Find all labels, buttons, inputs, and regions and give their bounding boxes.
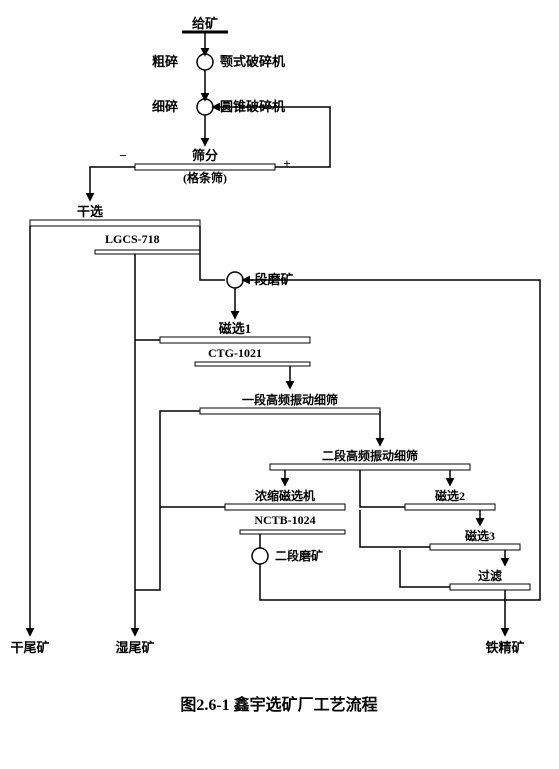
dry-tailings-label: 干尾矿 (10, 640, 49, 655)
screen-sub-label: (格条筛) (183, 170, 227, 185)
screen-label: 筛分 (192, 148, 218, 163)
process-flowchart: 给矿 粗碎 颚式破碎机 细碎 圆锥破碎机 筛分 (格条筛) − + 干选 LGC… (0, 0, 559, 769)
fine-crush-label: 细碎 (152, 99, 178, 114)
fine-crush-node (197, 99, 213, 115)
grind2-node (252, 548, 268, 564)
grind2-label: 二段磨矿 (275, 548, 323, 563)
screen-plus: + (283, 156, 290, 171)
dry-select-model: LGCS-718 (105, 232, 160, 246)
thickener-model: NCTB-1024 (254, 513, 315, 527)
mag3-label: 磁选3 (464, 528, 495, 543)
figure-caption: 图2.6-1 鑫宇选矿厂工艺流程 (180, 695, 377, 714)
coarse-crush-node (197, 54, 213, 70)
thickener-label: 浓缩磁选机 (255, 488, 315, 503)
iron-concentrate-label: 铁精矿 (484, 640, 524, 655)
mag1-model: CTG-1021 (208, 346, 262, 360)
screen-minus: − (119, 148, 126, 163)
filter-label: 过滤 (478, 568, 502, 583)
mag1-label: 磁选1 (219, 321, 252, 336)
jaw-crusher-label: 颚式破碎机 (220, 54, 285, 69)
dry-select-label: 干选 (77, 204, 103, 219)
wet-tailings-label: 湿尾矿 (115, 640, 154, 655)
coarse-crush-label: 粗碎 (152, 54, 178, 69)
mag2-label: 磁选2 (434, 488, 465, 503)
hfs2-label: 二段高频振动细筛 (322, 448, 418, 463)
feed-label: 给矿 (192, 16, 218, 31)
grind1-node (227, 272, 243, 288)
hfs1-label: 一段高频振动细筛 (242, 392, 338, 407)
